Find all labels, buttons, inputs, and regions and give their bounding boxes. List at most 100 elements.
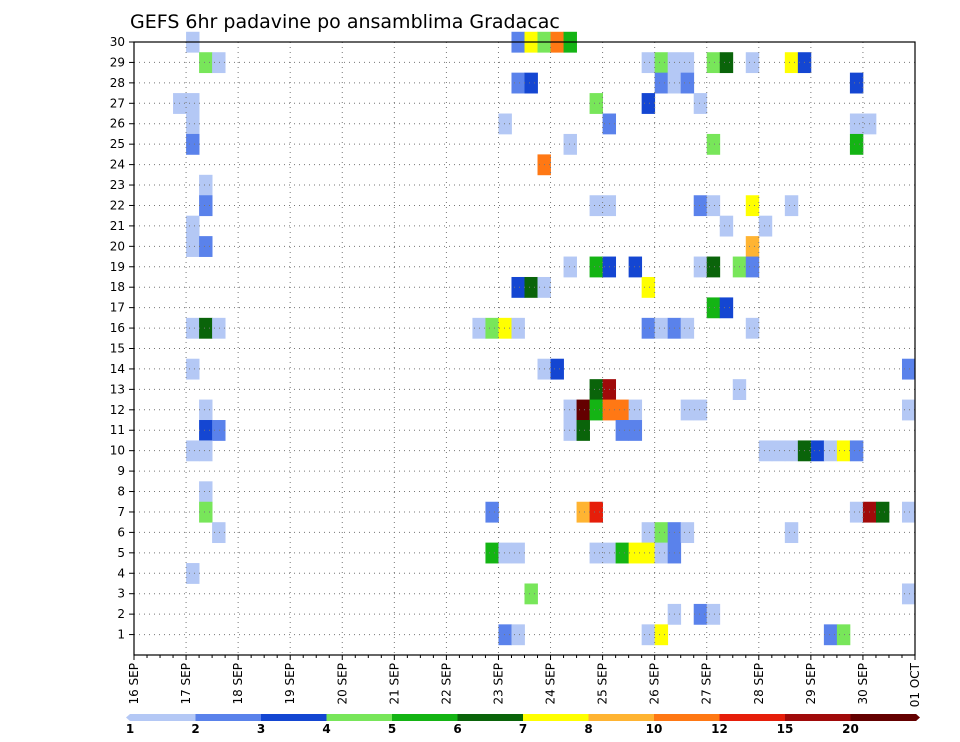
heatmap-cell [758,215,773,237]
heatmap-cell [589,93,603,114]
y-tick-label: 7 [117,505,125,519]
heatmap-cell [485,317,499,339]
heatmap-cell [186,215,200,237]
heatmap-cell [199,317,213,339]
heatmap-cell [576,399,590,421]
y-tick-label: 17 [110,301,125,315]
heatmap-cell [212,317,226,339]
heatmap-cell [706,256,721,278]
heatmap-cell [628,399,643,421]
heatmap-cell [563,133,577,155]
heatmap-cell [199,399,213,421]
heatmap-cell [836,440,851,462]
heatmap-cell [641,52,656,74]
x-tick-label: 21 SEP [387,663,401,705]
chart-title: GEFS 6hr padavine po ansamblima Gradacac [130,11,560,33]
x-tick-label: 24 SEP [544,663,558,705]
x-tick-label: 30 SEP [856,663,870,705]
heatmap-cell [771,440,786,462]
heatmap-cell [745,52,760,74]
heatmap-cell [199,52,213,74]
y-tick-label: 28 [110,76,125,90]
x-tick-label: 25 SEP [596,663,610,705]
colorbar-swatch [719,714,786,721]
y-tick-label: 26 [110,117,125,131]
heatmap-cell [498,542,512,564]
x-tick-label: 19 SEP [283,663,297,705]
x-tick-label: 27 SEP [700,663,714,705]
heatmap-cell [511,317,525,339]
heatmap-cell [511,624,525,646]
heatmap-cell [186,563,200,584]
y-tick-label: 20 [110,239,125,253]
heatmap-cell [511,276,525,298]
x-tick-label: 20 SEP [335,663,349,705]
heatmap-cell [693,256,708,278]
y-tick-label: 25 [110,137,125,151]
colorbar-swatch [326,714,393,721]
heatmap-cell [823,440,838,462]
colorbar-end-arrow-right [916,714,920,721]
heatmap-cell [745,256,760,278]
heatmap-cell [849,440,864,462]
heatmap-cell [706,195,721,217]
heatmap-cell [875,501,890,523]
heatmap-cell [589,542,603,564]
colorbar-label: 5 [388,722,396,736]
heatmap-cell [589,399,603,421]
x-tick-label: 23 SEP [491,663,505,705]
heatmap-cell [186,317,200,339]
heatmap-cell [706,52,721,74]
y-tick-label: 12 [110,403,125,417]
y-tick-label: 8 [117,485,125,499]
colorbar-label: 12 [711,722,728,736]
y-tick-label: 27 [110,96,125,110]
grid-lines [134,42,915,655]
heatmap-cell [719,52,734,74]
heatmap-cell [719,215,734,237]
y-tick-label: 13 [110,382,125,396]
heatmap-cell [901,399,916,421]
y-tick-label: 5 [117,546,125,560]
heatmap-cell [485,501,499,523]
y-tick-label: 2 [117,607,125,621]
heatmap-cell [615,399,630,421]
y-tick-label: 4 [117,566,125,580]
heatmap-cell [563,420,577,441]
colorbar-swatch [130,714,196,721]
x-tick-label: 29 SEP [804,663,818,705]
x-tick-label: 28 SEP [752,663,766,705]
heatmap-cell [186,113,200,135]
colorbar-label: 20 [842,722,859,736]
heatmap-cell [199,236,213,257]
heatmap-cell [212,52,226,74]
x-tick-label: 22 SEP [439,663,453,705]
heatmap-cell [212,420,226,441]
y-tick-label: 10 [110,444,125,458]
y-tick-label: 11 [110,423,125,437]
heatmap-cell [524,276,538,298]
x-tick-label: 26 SEP [648,663,662,705]
heatmap-cell [589,501,603,523]
y-tick-label: 15 [110,342,125,356]
heatmap-cell [706,133,721,155]
heatmap-cell [524,72,538,94]
heatmap-cell [615,542,630,564]
heatmap-cell [706,603,721,625]
heatmap-cell [485,542,499,564]
heatmap-cell [745,317,760,339]
colorbar-label: 3 [257,722,265,736]
heatmap-cell [212,522,226,544]
heatmap-cell [199,195,213,217]
y-tick-label: 23 [110,178,125,192]
colorbar-swatch [785,714,851,721]
colorbar-swatch [392,714,458,721]
colorbar-label: 1 [126,722,134,736]
colorbar-label: 2 [191,722,199,736]
y-tick-label: 16 [110,321,125,335]
y-tick-label: 21 [110,219,125,233]
heatmap-cell [849,113,864,135]
heatmap-cell [628,542,643,564]
x-tick-label: 17 SEP [179,663,193,705]
